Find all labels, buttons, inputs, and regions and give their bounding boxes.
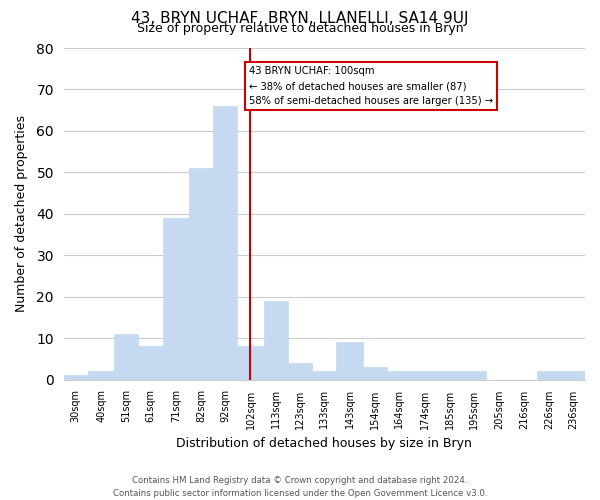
Bar (115, 334, 139, 380)
Bar (238, 346, 264, 380)
Bar (88, 372, 115, 380)
Text: Contains HM Land Registry data © Crown copyright and database right 2024.
Contai: Contains HM Land Registry data © Crown c… (113, 476, 487, 498)
Text: 43, BRYN UCHAF, BRYN, LLANELLI, SA14 9UJ: 43, BRYN UCHAF, BRYN, LLANELLI, SA14 9UJ (131, 12, 469, 26)
Bar (189, 168, 214, 380)
Bar (387, 372, 411, 380)
Bar (363, 367, 387, 380)
Text: Size of property relative to detached houses in Bryn: Size of property relative to detached ho… (137, 22, 463, 35)
Bar (288, 363, 312, 380)
Bar (264, 301, 288, 380)
Bar (411, 372, 438, 380)
Bar (214, 106, 238, 380)
Bar (139, 346, 163, 380)
Bar (312, 372, 337, 380)
Y-axis label: Number of detached properties: Number of detached properties (15, 116, 28, 312)
Bar (561, 372, 585, 380)
Bar (537, 372, 561, 380)
Bar (163, 218, 189, 380)
Bar (462, 372, 486, 380)
Bar (438, 372, 462, 380)
Text: 43 BRYN UCHAF: 100sqm
← 38% of detached houses are smaller (87)
58% of semi-deta: 43 BRYN UCHAF: 100sqm ← 38% of detached … (249, 66, 493, 106)
Bar (337, 342, 363, 380)
X-axis label: Distribution of detached houses by size in Bryn: Distribution of detached houses by size … (176, 437, 472, 450)
Bar (64, 376, 88, 380)
